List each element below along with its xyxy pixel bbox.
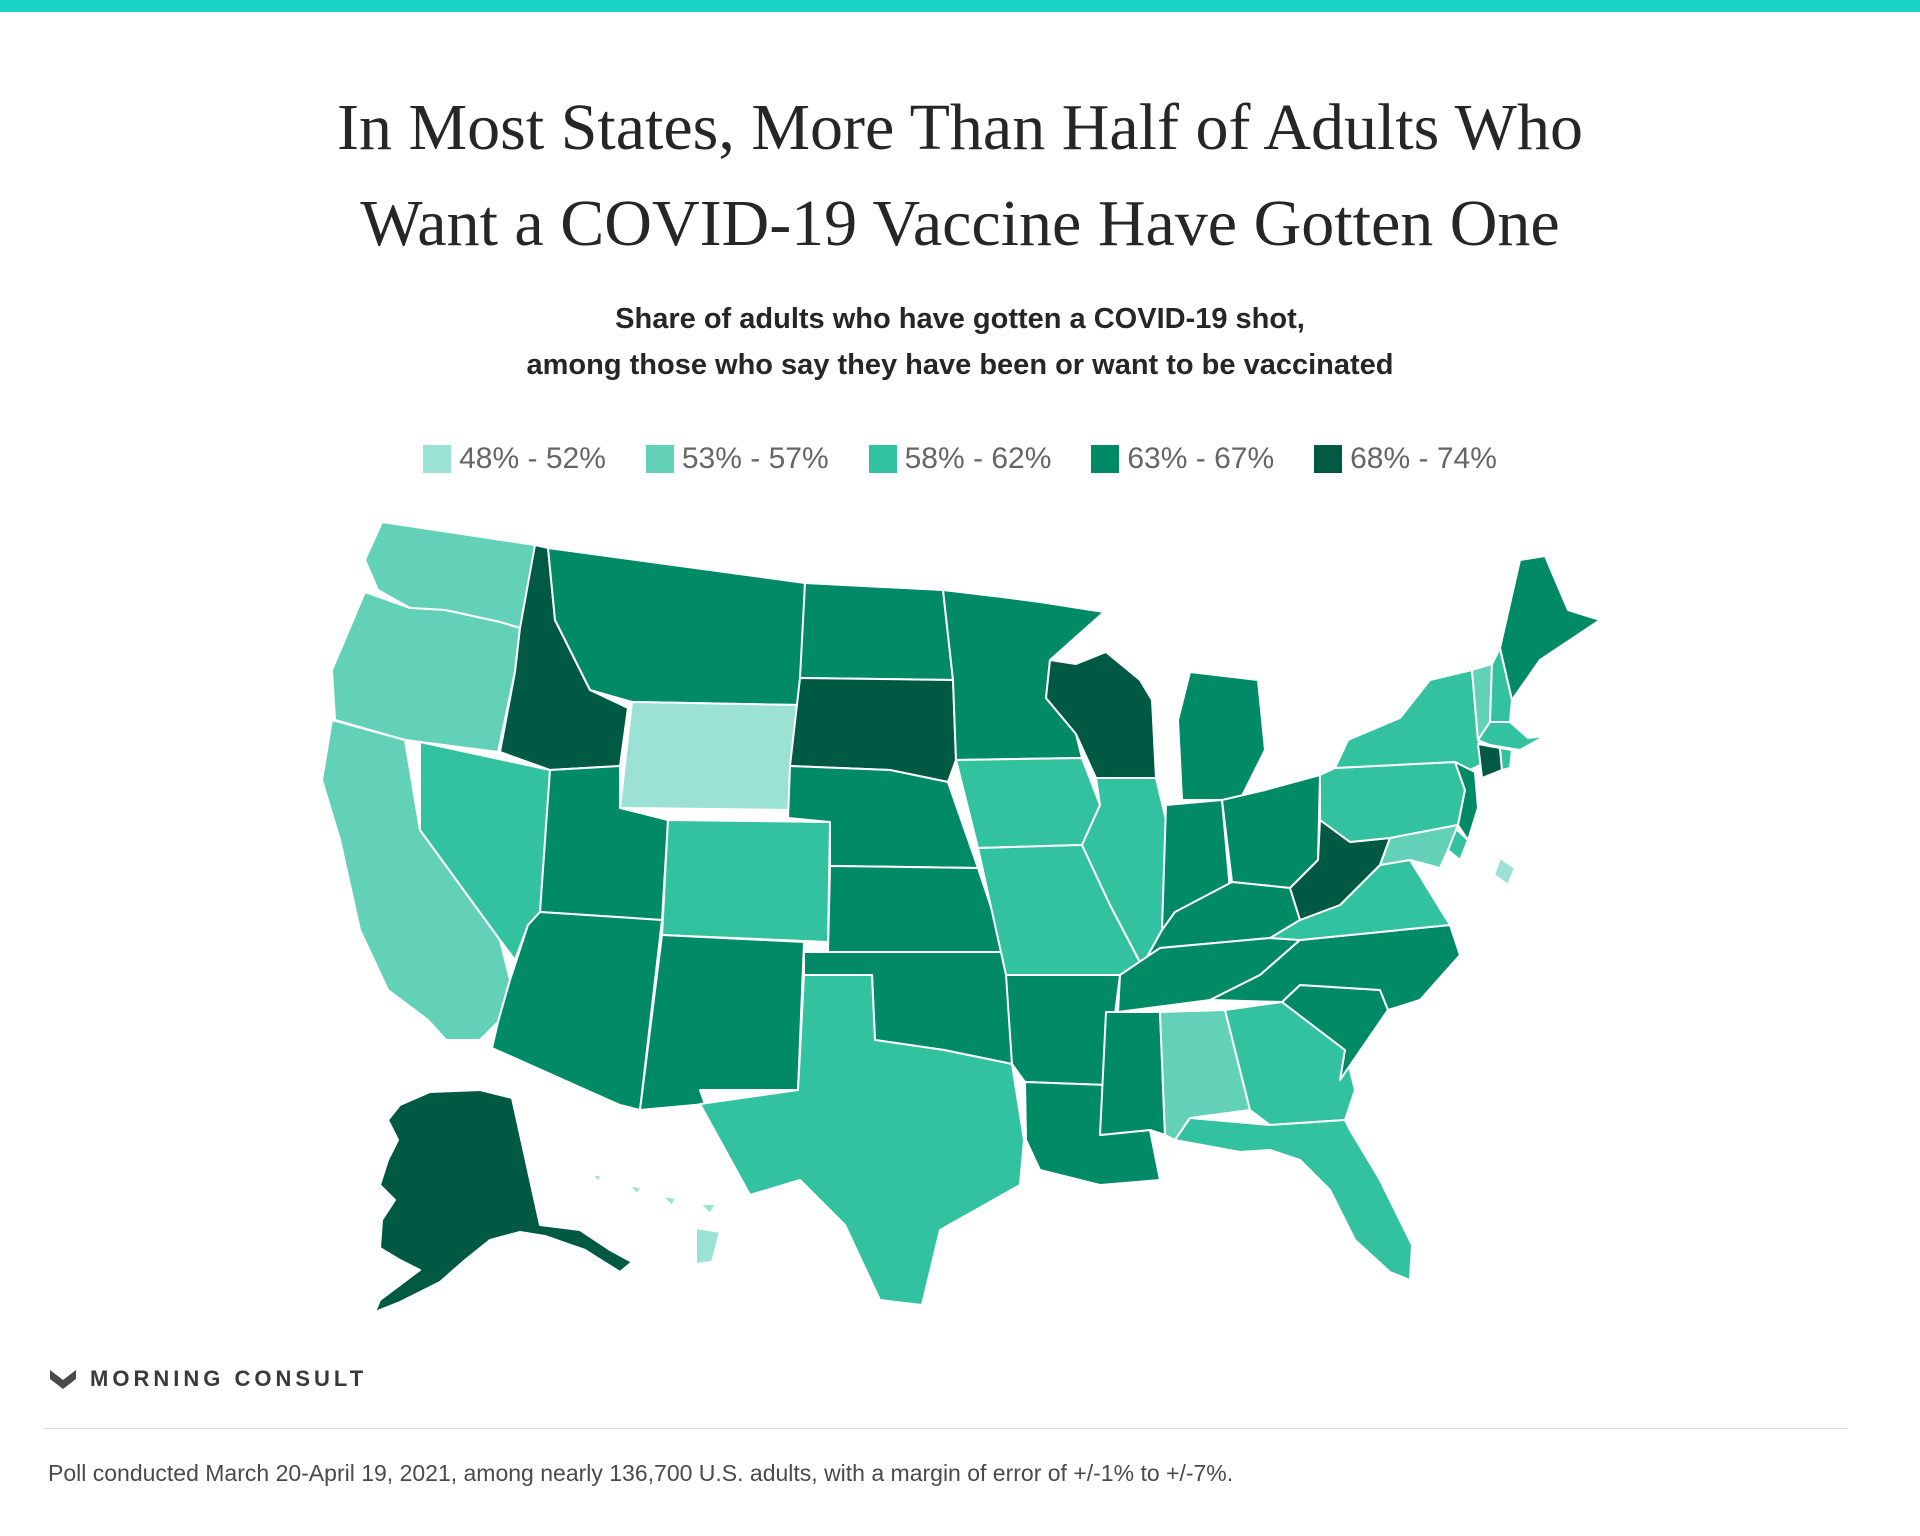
state-nd[interactable] bbox=[799, 582, 954, 681]
state-ny[interactable] bbox=[1334, 669, 1491, 771]
state-ri[interactable] bbox=[1499, 747, 1513, 771]
legend-swatch bbox=[1314, 445, 1343, 473]
legend-swatch bbox=[1091, 445, 1120, 473]
legend: 48% - 52% 53% - 57% 58% - 62% 63% - 67% … bbox=[0, 442, 1920, 476]
top-accent-bar bbox=[0, 0, 1920, 12]
subtitle-line-2: among those who say they have been or wa… bbox=[526, 349, 1394, 381]
state-wy[interactable] bbox=[619, 701, 801, 811]
logo-text: MORNING CONSULT bbox=[90, 1366, 368, 1391]
legend-item: 68% - 74% bbox=[1314, 442, 1497, 476]
legend-item: 58% - 62% bbox=[868, 442, 1052, 476]
subtitle-line-1: Share of adults who have gotten a COVID-… bbox=[615, 303, 1305, 335]
state-ms[interactable] bbox=[1099, 1011, 1166, 1136]
state-hi[interactable] bbox=[591, 1173, 721, 1265]
footer-divider bbox=[44, 1428, 1848, 1429]
state-md[interactable] bbox=[1379, 824, 1459, 869]
state-ak[interactable] bbox=[374, 1089, 633, 1313]
legend-swatch bbox=[868, 445, 897, 473]
legend-swatch bbox=[645, 445, 674, 473]
state-co[interactable] bbox=[661, 819, 831, 943]
morning-consult-logo: MORNING CONSULT bbox=[48, 1366, 367, 1392]
state-me[interactable] bbox=[1499, 555, 1601, 701]
chart-title: In Most States, More Than Half of Adults… bbox=[0, 80, 1920, 272]
title-line-1: In Most States, More Than Half of Adults… bbox=[337, 91, 1583, 164]
state-ct[interactable] bbox=[1477, 743, 1503, 779]
state-mt[interactable] bbox=[547, 547, 806, 706]
legend-swatch bbox=[423, 445, 452, 473]
legend-label: 68% - 74% bbox=[1350, 442, 1497, 475]
title-line-2: Want a COVID-19 Vaccine Have Gotten One bbox=[360, 187, 1560, 260]
legend-label: 58% - 62% bbox=[904, 442, 1052, 475]
state-mi[interactable] bbox=[1177, 671, 1266, 801]
chart-subtitle: Share of adults who have gotten a COVID-… bbox=[0, 296, 1920, 388]
legend-item: 63% - 67% bbox=[1091, 442, 1274, 476]
legend-label: 63% - 67% bbox=[1127, 442, 1275, 475]
legend-label: 53% - 57% bbox=[681, 442, 829, 475]
state-ks[interactable] bbox=[827, 865, 1007, 953]
state-tx[interactable] bbox=[699, 974, 1025, 1306]
state-ia[interactable] bbox=[955, 757, 1101, 849]
footnote: Poll conducted March 20-April 19, 2021, … bbox=[48, 1460, 1234, 1486]
state-dc[interactable] bbox=[1493, 857, 1516, 886]
logo-mark-icon bbox=[50, 1370, 76, 1389]
state-ma[interactable] bbox=[1477, 721, 1546, 751]
legend-item: 48% - 52% bbox=[423, 442, 606, 476]
state-fl[interactable] bbox=[1174, 1117, 1413, 1281]
legend-label: 48% - 52% bbox=[459, 442, 606, 475]
state-nh[interactable] bbox=[1489, 647, 1513, 723]
state-nm[interactable] bbox=[639, 934, 805, 1111]
legend-item: 53% - 57% bbox=[645, 442, 829, 476]
